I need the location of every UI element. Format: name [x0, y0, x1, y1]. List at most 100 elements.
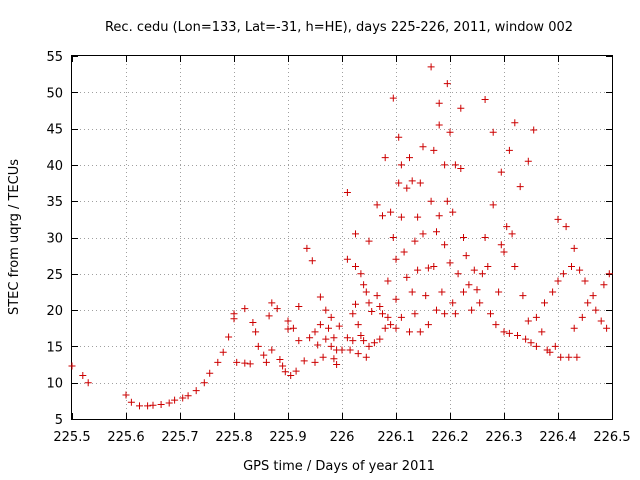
data-point	[489, 201, 497, 209]
data-point	[554, 277, 562, 285]
data-point	[554, 215, 562, 223]
data-point	[522, 335, 530, 343]
data-point	[346, 346, 354, 354]
data-point	[416, 328, 424, 336]
y-tick-label: 45	[46, 123, 63, 138]
data-point	[330, 334, 338, 342]
x-tick-label: 225.8	[215, 430, 252, 445]
x-tick-label: 225.5	[53, 430, 90, 445]
data-point	[379, 212, 386, 220]
data-point	[379, 310, 386, 318]
data-point	[430, 146, 438, 154]
data-point	[443, 197, 451, 205]
data-point	[354, 321, 362, 329]
data-point	[576, 266, 584, 274]
data-point	[84, 379, 92, 387]
y-tick-label: 50	[46, 86, 63, 101]
data-point	[265, 312, 273, 320]
data-point	[414, 213, 422, 221]
data-point	[184, 392, 192, 400]
data-point	[532, 313, 540, 321]
data-point	[343, 255, 351, 263]
data-point	[241, 359, 249, 367]
data-point	[449, 299, 457, 307]
data-point	[422, 292, 430, 300]
x-tick-label: 226.2	[431, 430, 468, 445]
x-tick-label: 226.4	[539, 430, 576, 445]
data-point	[516, 183, 524, 191]
data-point	[292, 367, 300, 375]
data-point	[389, 234, 397, 241]
data-point	[289, 324, 297, 332]
data-point	[570, 244, 578, 252]
data-point	[365, 342, 373, 350]
data-point	[373, 201, 381, 209]
data-point	[484, 263, 492, 271]
data-point	[441, 161, 449, 169]
data-point	[403, 184, 411, 192]
data-point	[219, 348, 227, 356]
data-point	[573, 353, 581, 361]
data-point	[532, 342, 540, 350]
data-point	[322, 335, 330, 343]
data-point	[411, 310, 419, 318]
data-point	[397, 161, 405, 169]
data-point	[457, 165, 465, 173]
data-point	[157, 400, 165, 408]
data-point	[462, 252, 470, 260]
data-point	[357, 332, 365, 340]
data-point	[333, 361, 341, 369]
data-point	[597, 317, 605, 325]
data-point	[524, 157, 532, 165]
data-point	[581, 277, 589, 285]
data-point	[179, 394, 187, 402]
data-point	[127, 398, 135, 406]
data-point	[360, 281, 368, 289]
data-point	[254, 342, 262, 350]
data-point	[446, 259, 454, 267]
data-point	[551, 342, 559, 350]
data-point	[295, 302, 303, 310]
data-point	[419, 143, 427, 151]
data-point	[214, 358, 222, 366]
data-point	[381, 324, 389, 332]
data-point	[343, 334, 351, 342]
y-tick-label: 15	[46, 340, 63, 355]
data-point	[352, 300, 359, 308]
x-tick-label: 225.9	[269, 430, 306, 445]
x-tick-label: 225.7	[161, 430, 198, 445]
data-point	[311, 358, 319, 366]
data-point	[395, 133, 403, 141]
data-point	[565, 353, 573, 361]
data-point	[508, 230, 516, 238]
data-point	[149, 401, 157, 409]
data-point	[406, 328, 413, 336]
data-point	[497, 168, 505, 176]
data-point	[192, 387, 200, 395]
x-axis-title: GPS time / Days of year 2011	[243, 459, 435, 474]
data-point	[295, 337, 303, 345]
x-tick-label: 226.5	[593, 430, 630, 445]
data-point	[252, 328, 260, 336]
x-tick-label: 226	[330, 430, 355, 445]
data-point	[370, 339, 378, 347]
data-point	[460, 234, 467, 241]
chart-title: Rec. cedu (Lon=133, Lat=-31, h=HE), days…	[105, 20, 573, 35]
y-tick-label: 25	[46, 268, 63, 283]
data-point	[395, 179, 403, 187]
data-point	[438, 288, 446, 296]
data-point	[514, 332, 521, 340]
data-point	[433, 228, 440, 236]
data-point	[605, 270, 613, 278]
data-point	[435, 121, 443, 129]
data-point	[392, 295, 400, 303]
data-point	[451, 310, 459, 318]
data-point	[122, 391, 130, 399]
data-point	[306, 334, 314, 342]
data-point	[352, 263, 359, 271]
data-point	[441, 310, 449, 318]
data-point	[362, 288, 370, 296]
data-point	[470, 266, 478, 274]
data-point	[570, 324, 578, 332]
